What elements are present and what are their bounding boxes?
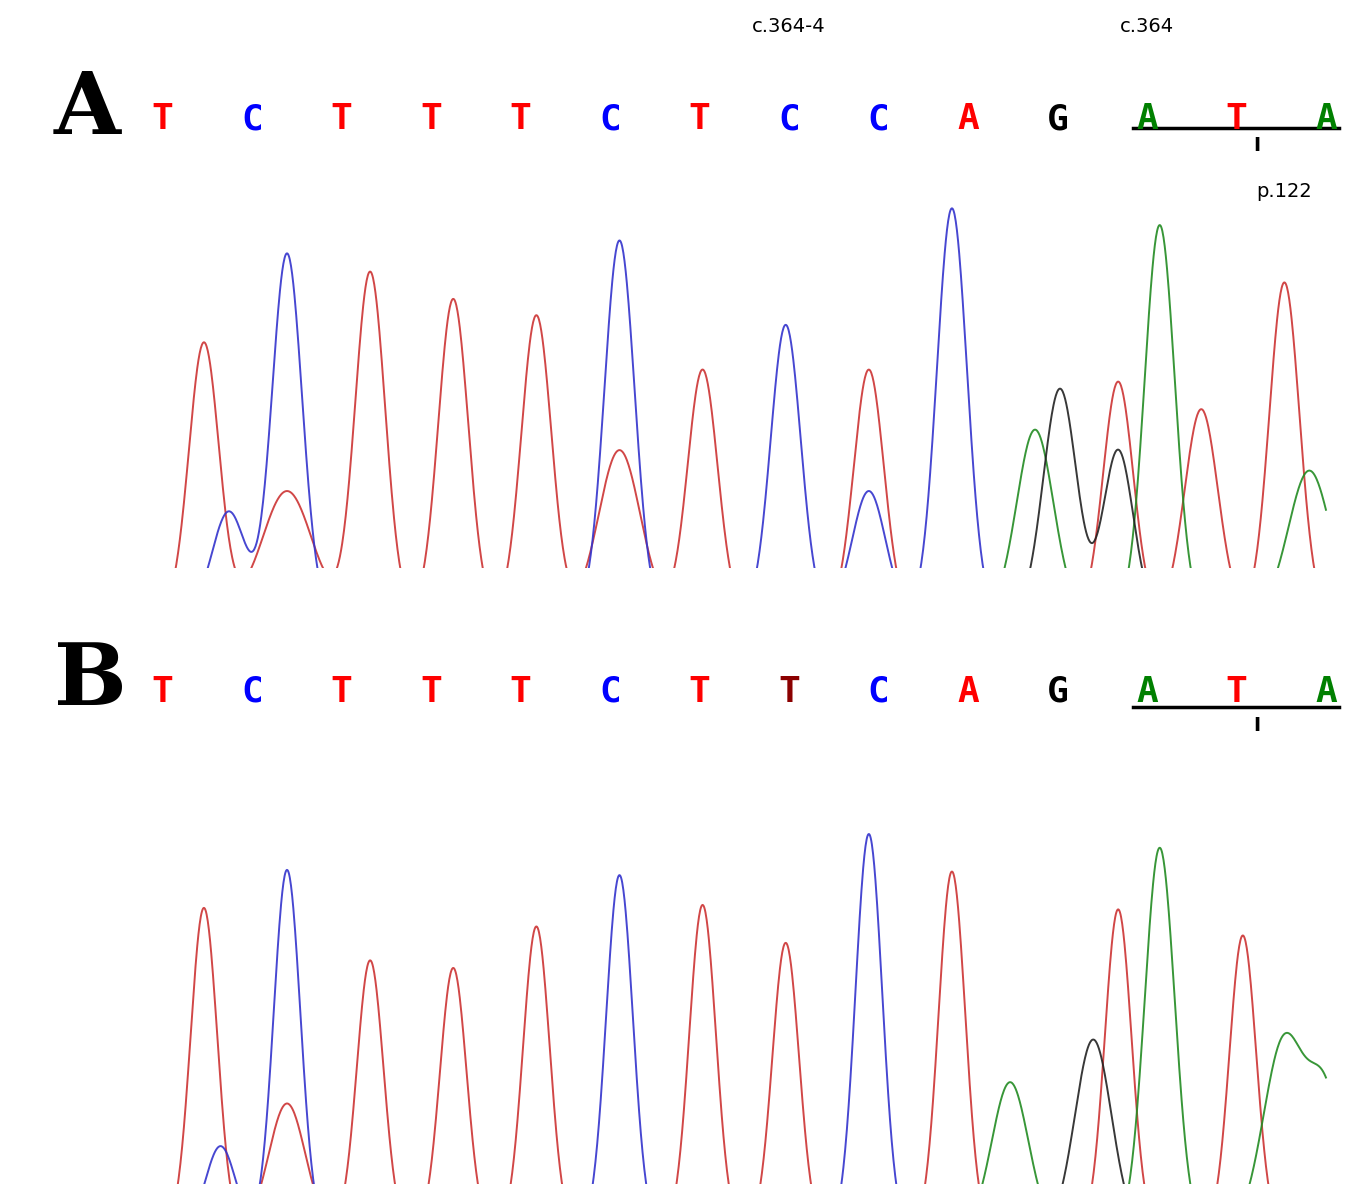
Text: T: T	[152, 102, 173, 136]
Text: A: A	[1315, 102, 1337, 136]
Text: T: T	[419, 102, 441, 136]
Text: A: A	[957, 102, 978, 136]
Text: I: I	[1253, 716, 1260, 735]
Text: G: G	[1047, 102, 1069, 136]
Text: T: T	[152, 675, 173, 709]
Text: I: I	[1253, 136, 1260, 155]
Text: c.364: c.364	[1120, 17, 1174, 36]
Text: A: A	[1137, 675, 1158, 709]
Text: T: T	[419, 675, 441, 709]
Text: C: C	[599, 102, 621, 136]
Text: T: T	[330, 102, 352, 136]
Text: T: T	[689, 102, 710, 136]
Text: C: C	[867, 102, 889, 136]
Text: G: G	[1047, 675, 1069, 709]
Text: C: C	[599, 675, 621, 709]
Text: C: C	[241, 675, 262, 709]
Text: T: T	[510, 675, 532, 709]
Text: A: A	[1137, 102, 1158, 136]
Text: T: T	[689, 675, 710, 709]
Text: C: C	[241, 102, 262, 136]
Text: T: T	[510, 102, 532, 136]
Text: C: C	[778, 102, 800, 136]
Text: T: T	[1226, 102, 1247, 136]
Text: c.364-4: c.364-4	[752, 17, 825, 36]
Text: A: A	[54, 69, 120, 153]
Text: B: B	[54, 639, 127, 723]
Text: T: T	[1226, 675, 1247, 709]
Text: A: A	[1315, 675, 1337, 709]
Text: C: C	[867, 675, 889, 709]
Text: T: T	[778, 675, 800, 709]
Text: T: T	[330, 675, 352, 709]
Text: A: A	[957, 675, 978, 709]
Text: p.122: p.122	[1257, 182, 1312, 201]
